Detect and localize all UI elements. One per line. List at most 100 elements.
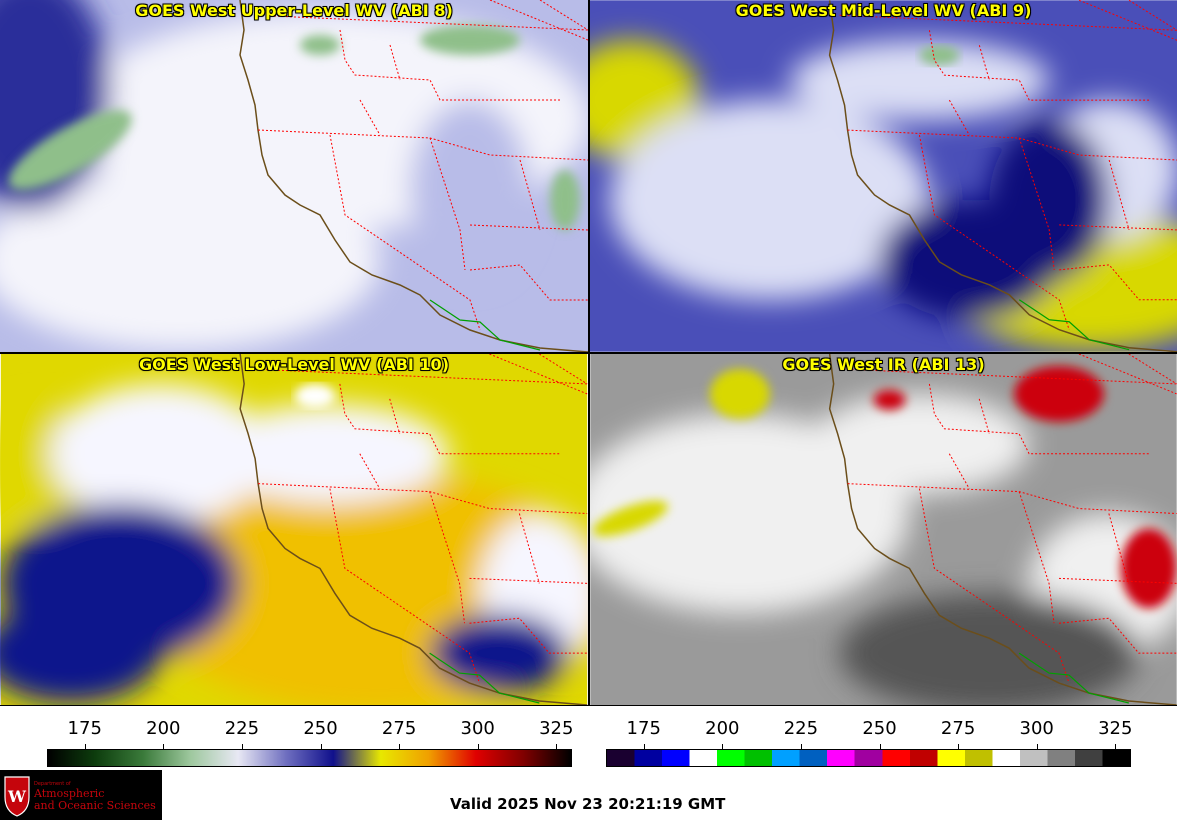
state-border	[339, 383, 560, 455]
low-level-wv-image	[0, 354, 588, 705]
imagery-detail	[8, 25, 580, 230]
state-border	[1078, 354, 1177, 395]
colorbar-tick-label: 250	[862, 718, 897, 739]
state-border	[1058, 617, 1177, 654]
mexico-border	[429, 299, 541, 351]
state-border	[1108, 159, 1130, 231]
state-border	[329, 488, 480, 684]
colorbar-tick-mark	[241, 744, 243, 752]
imagery-features	[590, 40, 1177, 350]
wv-colorbar: 175 200 225 250 275 300 325	[47, 706, 573, 767]
state-border	[928, 383, 1149, 455]
state-border	[918, 488, 1070, 684]
mid-level-wv-title: GOES West Mid-Level WV (ABI 9)	[735, 1, 1032, 20]
imagery-features	[0, 383, 588, 705]
state-border	[1078, 0, 1177, 41]
imagery-detail	[919, 45, 960, 66]
logo-atmospheric: Atmospheric	[34, 787, 105, 800]
state-border	[359, 453, 381, 489]
coastline	[828, 0, 1177, 352]
state-border	[469, 264, 588, 301]
colorbar-tick-label: 200	[705, 718, 740, 739]
state-border	[519, 159, 541, 231]
ir-panel: GOES West IR (ABI 13)	[590, 354, 1177, 705]
mid-level-wv-panel: GOES West Mid-Level WV (ABI 9)	[590, 0, 1177, 352]
colorbar-tick-label: 175	[67, 718, 102, 739]
colorbar-tick-mark	[556, 744, 558, 752]
state-border	[429, 491, 466, 624]
colorbar-tick-mark	[800, 744, 802, 752]
valid-time: Valid 2025 Nov 23 20:21:19 GMT	[450, 795, 726, 813]
state-border	[250, 368, 588, 385]
colorbar-tick-mark	[477, 744, 479, 752]
colorbar-tick-label: 275	[381, 718, 417, 739]
state-border	[359, 99, 381, 136]
colorbar-tick-label: 225	[224, 718, 260, 739]
colorbar-tick-mark	[320, 744, 322, 752]
wv-colorbar-gradient	[47, 749, 572, 767]
state-border	[339, 29, 560, 101]
state-border	[1128, 354, 1177, 385]
panel-divider-bottom	[0, 705, 1177, 706]
colorbar-tick-label: 250	[303, 718, 338, 739]
imagery-features	[0, 0, 588, 350]
colorbar-tick-label: 275	[940, 718, 976, 739]
state-border	[518, 513, 540, 584]
upper-level-wv-image	[0, 0, 588, 352]
colorbar-tick-label: 225	[783, 718, 819, 739]
state-border	[839, 368, 1177, 385]
state-border	[469, 617, 588, 654]
ir-colorbar: 175 200 225 250 275 300 325	[606, 706, 1132, 767]
colorbar-tick-label: 325	[1098, 718, 1133, 739]
colorbar-tick-label: 300	[1019, 718, 1054, 739]
state-border	[539, 0, 588, 31]
colorbar-tick-label: 325	[539, 718, 574, 739]
colorbar-tick-mark	[958, 744, 960, 752]
coastline	[239, 0, 588, 352]
mexico-border	[429, 652, 540, 704]
upper-level-wv-title: GOES West Upper-Level WV (ABI 8)	[135, 1, 453, 20]
state-border	[539, 354, 588, 385]
coastline	[239, 354, 588, 705]
colorbar-tick-label: 200	[146, 718, 181, 739]
aos-logo: W Department of Atmospheric and Oceanic …	[0, 770, 162, 820]
state-border	[839, 14, 1177, 31]
colorbar-tick-mark	[1036, 744, 1038, 752]
ir-title: GOES West IR (ABI 13)	[782, 355, 985, 374]
state-border	[489, 354, 588, 395]
logo-oceanic-sciences: and Oceanic Sciences	[34, 799, 156, 812]
ir-image	[590, 354, 1177, 705]
state-border	[1108, 513, 1130, 584]
svg-text:W: W	[7, 787, 27, 806]
state-border	[429, 137, 466, 271]
state-border	[948, 99, 970, 136]
uw-crest-icon: W	[4, 776, 30, 817]
coastline	[828, 354, 1177, 705]
panel-divider-horizontal	[0, 352, 1177, 354]
imagery-detail	[294, 383, 335, 408]
imagery-detail	[592, 365, 1177, 609]
upper-level-wv-panel: GOES West Upper-Level WV (ABI 8)	[0, 0, 588, 352]
imagery-features	[590, 393, 1177, 705]
colorbar-tick-mark	[84, 744, 86, 752]
mid-level-wv-image	[590, 0, 1177, 352]
mexico-border	[1018, 652, 1129, 704]
state-border	[249, 14, 588, 31]
ir-colorbar-gradient	[606, 749, 1131, 767]
state-border	[948, 453, 970, 489]
state-border	[928, 30, 1150, 101]
colorbar-tick-mark	[643, 744, 645, 752]
colorbar-tick-label: 300	[460, 718, 495, 739]
state-border	[918, 134, 1070, 330]
state-border	[1018, 491, 1055, 624]
low-level-wv-panel: GOES West Low-Level WV (ABI 10)	[0, 354, 588, 705]
state-border	[1059, 264, 1177, 301]
state-border	[329, 134, 481, 331]
state-border	[1128, 0, 1177, 31]
state-border	[489, 0, 588, 41]
mexico-border	[1018, 299, 1130, 351]
colorbar-tick-mark	[399, 744, 401, 752]
colorbar-tick-label: 175	[626, 718, 661, 739]
logo-department-of: Department of	[34, 781, 71, 787]
low-level-wv-title: GOES West Low-Level WV (ABI 10)	[138, 355, 449, 374]
